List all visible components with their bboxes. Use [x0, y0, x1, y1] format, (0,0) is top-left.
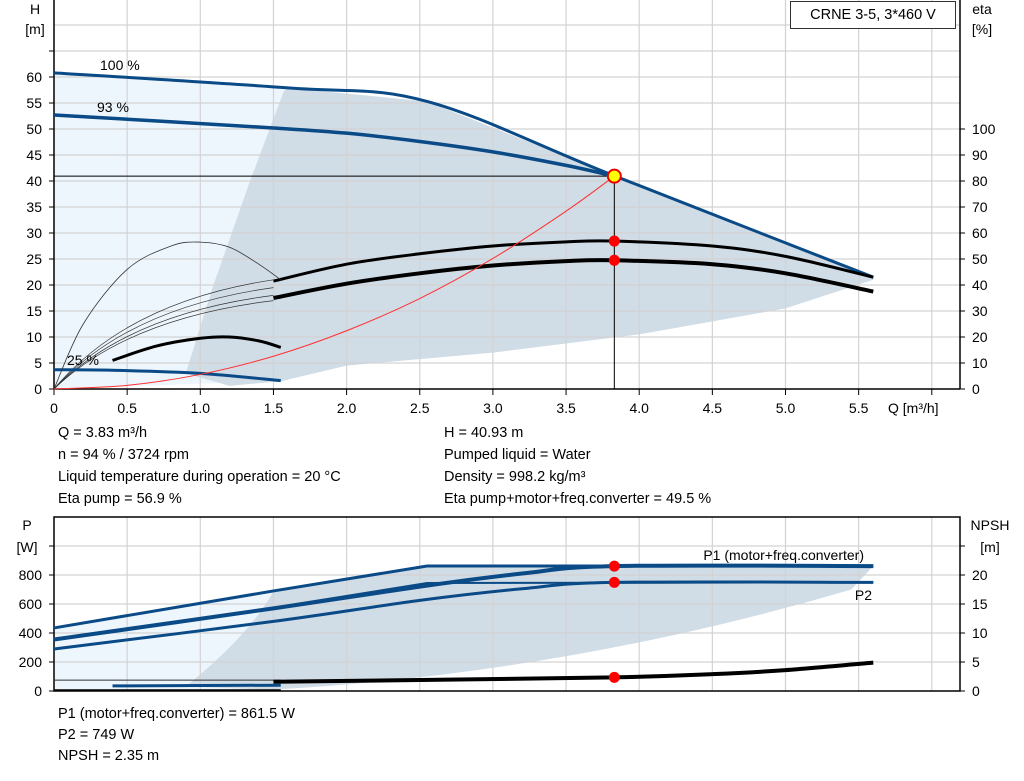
- y2-tick-label: 70: [972, 199, 988, 215]
- duty-point-p: [608, 560, 620, 572]
- curve-eta-total: [273, 258, 874, 300]
- curve-eta-arc: [53, 241, 281, 390]
- x-tick-label: 1.0: [191, 400, 211, 416]
- curve-label-100: 100 %: [100, 57, 140, 73]
- y2-tick-label: 60: [972, 225, 988, 241]
- duty-point-eta: [608, 254, 620, 266]
- y2-tick-label: 10: [972, 355, 988, 371]
- p2-curve-label: P2: [855, 587, 872, 603]
- npsh-tick-label: 20: [972, 567, 988, 583]
- info-eta-total: Eta pump+motor+freq.converter = 49.5 %: [444, 491, 712, 507]
- x-tick-label: 2.0: [337, 400, 357, 416]
- eta-guide-line: [53, 300, 274, 390]
- info-flow: Q = 3.83 m³/h: [58, 425, 148, 441]
- curve-npsh: [273, 660, 874, 684]
- y2-tick-label: 0: [972, 381, 980, 397]
- p-tick-label: 600: [19, 596, 43, 612]
- p-tick-label: 200: [19, 654, 43, 670]
- curve-p1: [53, 563, 874, 642]
- x-tick-label: 4.0: [629, 400, 649, 416]
- x-tick-label: 1.5: [264, 400, 284, 416]
- y2-axis-unit: [%]: [972, 21, 992, 37]
- y-tick-label: 30: [26, 225, 42, 241]
- y2-tick-label: 30: [972, 303, 988, 319]
- info-speed: n = 94 % / 3724 rpm: [58, 447, 189, 463]
- duty-point-head: [606, 168, 622, 184]
- x-tick-label: 3.0: [483, 400, 503, 416]
- curve-label-25: 25 %: [67, 352, 99, 368]
- npsh-tick-label: 15: [972, 596, 988, 612]
- y-tick-label: 40: [26, 173, 42, 189]
- curve-eta-pump: [273, 239, 874, 283]
- y-axis-unit: [m]: [25, 21, 44, 37]
- npsh-tick-label: 0: [972, 683, 980, 699]
- x-tick-label: 0: [50, 400, 58, 416]
- y2-tick-label: 80: [972, 173, 988, 189]
- y-tick-label: 25: [26, 251, 42, 267]
- npsh-tick-label: 10: [972, 625, 988, 641]
- x-tick-label: 3.5: [556, 400, 576, 416]
- info-density: Density = 998.2 kg/m³: [444, 469, 586, 485]
- x-tick-label: 0.5: [117, 400, 137, 416]
- y-axis-label: H: [30, 1, 40, 17]
- duty-point-p: [608, 576, 620, 588]
- p-25-stub: [112, 683, 281, 688]
- y-tick-label: 20: [26, 277, 42, 293]
- y2-tick-label: 20: [972, 329, 988, 345]
- y-tick-label: 15: [26, 303, 42, 319]
- p1-curve-label: P1 (motor+freq.converter): [703, 547, 864, 563]
- info-head: H = 40.93 m: [444, 425, 524, 441]
- x-axis-label: Q [m³/h]: [888, 400, 939, 416]
- y-tick-label: 45: [26, 147, 42, 163]
- y2-tick-label: 90: [972, 147, 988, 163]
- y-tick-label: 0: [34, 381, 42, 397]
- y-tick-label: 35: [26, 199, 42, 215]
- p-axis-unit: [W]: [17, 539, 38, 555]
- x-tick-label: 2.5: [410, 400, 430, 416]
- curve-h-25: [53, 368, 281, 383]
- info-p1: P1 (motor+freq.converter) = 861.5 W: [58, 706, 295, 722]
- y-tick-label: 10: [26, 329, 42, 345]
- npsh-tick-label: 5: [972, 654, 980, 670]
- curve-p2-max: [273, 581, 874, 609]
- p-tick-label: 0: [34, 683, 42, 699]
- y2-axis-label: eta: [972, 1, 992, 17]
- y-tick-label: 5: [34, 355, 42, 371]
- p-tick-label: 400: [19, 625, 43, 641]
- eta-guide-line: [53, 279, 274, 390]
- curve-eta-pump-25: [112, 335, 282, 362]
- y-tick-label: 50: [26, 121, 42, 137]
- npsh-axis-unit: [m]: [980, 539, 999, 555]
- npsh-axis-label: NPSH: [971, 517, 1010, 533]
- x-tick-label: 5.0: [776, 400, 796, 416]
- y-tick-label: 55: [26, 95, 42, 111]
- curve-system-curve: [53, 175, 615, 390]
- info-npsh: NPSH = 2.35 m: [58, 748, 160, 764]
- p-axis-label: P: [22, 517, 31, 533]
- duty-point-npsh: [608, 671, 620, 683]
- x-tick-label: 4.5: [703, 400, 723, 416]
- curve-label-93: 93 %: [97, 99, 129, 115]
- pump-model-box: CRNE 3-5, 3*460 V: [790, 1, 956, 29]
- x-tick-label: 5.5: [849, 400, 869, 416]
- info-pumped-liquid: Pumped liquid = Water: [444, 447, 591, 463]
- info-liquid-temp: Liquid temperature during operation = 20…: [58, 469, 341, 485]
- y2-tick-label: 40: [972, 277, 988, 293]
- y2-tick-label: 100: [972, 121, 996, 137]
- duty-point-eta: [608, 235, 620, 247]
- p-tick-label: 800: [19, 567, 43, 583]
- y2-tick-label: 50: [972, 251, 988, 267]
- info-p2: P2 = 749 W: [58, 727, 135, 743]
- curve-h-93: [53, 113, 615, 178]
- curve-h-100: [53, 71, 874, 279]
- info-eta-pump: Eta pump = 56.9 %: [58, 491, 182, 507]
- y-tick-label: 60: [26, 69, 42, 85]
